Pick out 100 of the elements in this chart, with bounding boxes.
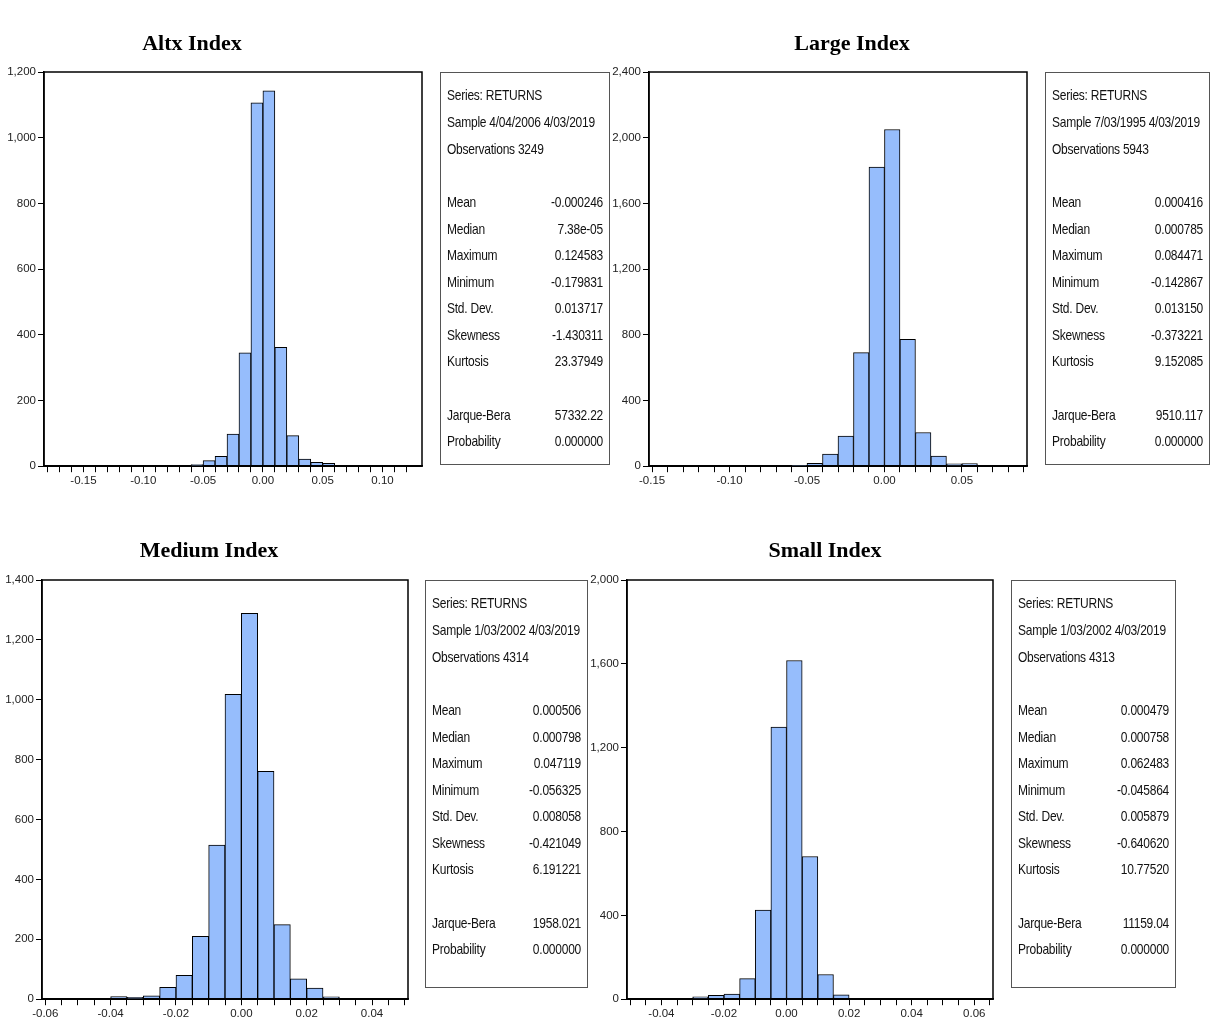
text: Jarque-Bera [447,404,511,425]
text: Jarque-Bera [432,912,496,933]
text: Median [432,726,470,747]
text: Median [1018,726,1056,747]
text: Skewness [1052,324,1105,345]
text: 0.008058 [532,806,581,826]
y-tick-label: 2,000 [590,573,619,586]
text: -1.430311 [552,324,603,345]
x-tick-label: 0.05 [311,474,334,487]
text: Kurtosis [432,859,474,879]
text: 9.152085 [1154,351,1203,371]
y-tick-label: 0 [29,459,36,472]
y-tick-label: 1,400 [5,573,34,586]
text: Std. Dev. [1052,298,1099,318]
text: Minimum [432,779,479,800]
text: Maximum [1018,753,1069,773]
text: 0.013150 [1154,298,1203,318]
text: Kurtosis [1052,351,1094,371]
y-tick-label: 1,000 [5,692,34,705]
text: 0.084471 [1154,245,1203,265]
text: Skewness [432,832,485,853]
y-tick-label: 0 [27,992,34,1005]
text: 0.000758 [1120,726,1169,747]
text: Skewness [447,324,500,345]
text: Series: RETURNS [447,85,544,105]
text: Sample 1/03/2002 4/03/2019 [432,620,581,640]
text: Minimum [1052,271,1099,292]
y-tick-label: 600 [16,262,36,275]
text: -0.640620 [1117,832,1169,853]
text: -0.373221 [1151,324,1203,345]
text: Probability [432,939,486,959]
text: -0.045864 [1117,779,1169,800]
text: Std. Dev. [432,806,479,826]
text: Minimum [447,271,494,292]
chart-title: Medium Index [139,537,279,563]
x-tick-label: 0.00 [873,474,896,487]
text: Probability [1052,431,1106,451]
text: 0.000000 [1120,939,1169,959]
text: Kurtosis [1018,859,1060,879]
x-tick-label: -0.02 [162,1007,190,1020]
text: 0.000000 [1154,431,1203,451]
text: 0.000798 [532,726,581,747]
y-tick-label: 800 [16,196,36,209]
x-tick-label: -0.06 [32,1007,59,1020]
text: Series: RETURNS [1018,593,1115,613]
x-tick-label: -0.05 [189,474,217,487]
text: Mean [1052,192,1082,212]
text: 0.000506 [532,700,581,720]
text: Sample 7/03/1995 4/03/2019 [1052,112,1201,132]
y-tick-label: 1,600 [590,657,619,670]
text: Minimum [1018,779,1065,800]
text: 0.124583 [554,245,603,265]
text: -0.000246 [551,192,603,212]
x-tick-label: 0.04 [360,1007,384,1020]
chart-title: Small Index [768,537,882,563]
text: Mean [1018,700,1048,720]
text: Mean [447,192,477,212]
y-tick-label: 1,200 [7,65,36,78]
y-tick-label: 2,400 [612,65,641,78]
x-tick-label: 0.02 [837,1007,861,1020]
x-tick-label: 0.10 [371,474,394,487]
text: 57332.22 [554,404,603,425]
x-tick-label: -0.10 [716,474,743,487]
y-tick-label: 800 [14,752,34,765]
y-tick-label: 1,200 [590,740,619,753]
text: Probability [1018,939,1072,959]
x-tick-label: 0.00 [775,1007,798,1020]
y-tick-label: 1,200 [5,633,34,646]
x-tick-label: 0.02 [295,1007,318,1020]
chart-title: Large Index [794,30,910,56]
text: 1958.021 [532,912,581,933]
y-tick-label: 200 [16,393,36,406]
text: Observations 3249 [447,139,545,159]
text: Maximum [432,753,483,773]
text: 0.000000 [532,939,581,959]
text: 0.000416 [1154,192,1203,212]
text: 0.000785 [1154,218,1203,239]
y-tick-label: 1,600 [612,196,641,209]
text: Median [447,218,485,239]
y-tick-label: 600 [14,812,34,825]
text: Jarque-Bera [1018,912,1082,933]
text: 7.38e-05 [557,218,603,239]
text: -0.179831 [551,271,603,292]
y-tick-label: 1,000 [7,130,36,143]
text: Mean [432,700,462,720]
text: 0.047119 [533,753,581,773]
y-tick-label: 400 [16,327,36,340]
text: Kurtosis [447,351,489,371]
text: Probability [447,431,501,451]
text: 0.062483 [1120,753,1169,773]
y-tick-label: 800 [599,824,619,837]
text: Std. Dev. [447,298,494,318]
x-tick-label: 0.00 [251,474,275,487]
text: Series: RETURNS [432,593,529,613]
y-tick-label: 0 [612,992,619,1005]
x-tick-label: 0.05 [950,474,974,487]
text: -0.421049 [529,832,581,853]
text: Series: RETURNS [1052,85,1149,105]
x-tick-label: 0.04 [900,1007,924,1020]
y-tick-label: 400 [14,872,34,885]
